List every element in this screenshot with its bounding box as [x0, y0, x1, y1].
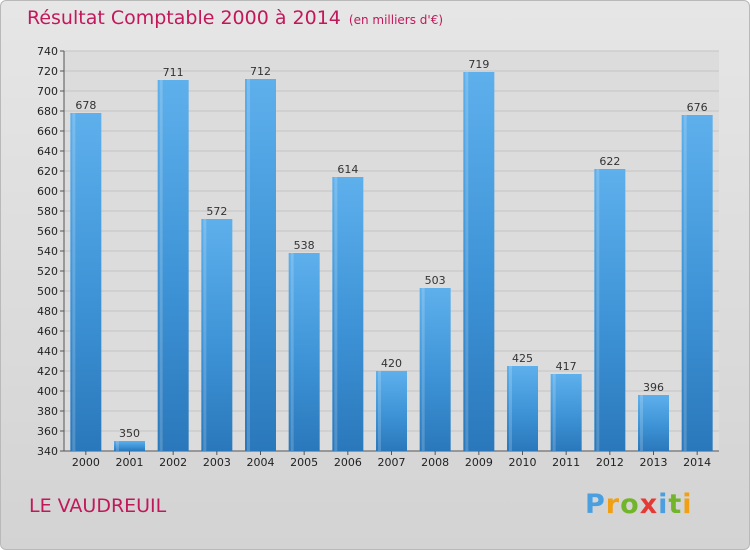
bar-highlight — [465, 72, 469, 451]
value-label-2004: 712 — [250, 65, 271, 78]
y-tick-label: 600 — [37, 185, 58, 198]
x-tick-label-2009: 2009 — [465, 456, 493, 469]
title-text: Résultat Comptable 2000 à 2014 — [27, 7, 341, 29]
value-label-2001: 350 — [119, 427, 140, 440]
y-tick-label: 340 — [37, 445, 58, 458]
x-tick-label-2014: 2014 — [683, 456, 711, 469]
x-tick-label-2002: 2002 — [159, 456, 187, 469]
bar-2009 — [463, 72, 495, 451]
y-tick-label: 480 — [37, 305, 58, 318]
x-tick-label-2013: 2013 — [640, 456, 668, 469]
unit-note: (en milliers d'€) — [348, 13, 444, 27]
bar-2000 — [70, 113, 102, 451]
bar-highlight — [596, 169, 600, 451]
x-tick-label-2006: 2006 — [334, 456, 362, 469]
value-label-2010: 425 — [512, 352, 533, 365]
bar-highlight — [334, 177, 338, 451]
y-tick-label: 360 — [37, 425, 58, 438]
x-tick-label-2005: 2005 — [290, 456, 318, 469]
bar-2004 — [245, 79, 276, 451]
x-tick-label-2004: 2004 — [247, 456, 275, 469]
commune-name: LE VAUDREUIL — [29, 495, 167, 517]
bar-highlight — [378, 371, 381, 451]
bar-2006 — [332, 177, 364, 451]
bar-2008 — [419, 288, 451, 451]
bar-2005 — [288, 253, 320, 451]
x-tick-label-2007: 2007 — [378, 456, 406, 469]
y-tick-label: 660 — [37, 125, 58, 138]
value-label-2005: 538 — [294, 239, 315, 252]
bar-2010 — [507, 366, 538, 451]
value-label-2007: 420 — [381, 357, 402, 370]
y-tick-label: 500 — [37, 285, 58, 298]
logo-letter: o — [620, 489, 640, 520]
y-tick-label: 380 — [37, 405, 58, 418]
x-tick-label-2012: 2012 — [596, 456, 624, 469]
bar-highlight — [421, 288, 425, 451]
bar-2002 — [157, 80, 189, 451]
y-tick-label: 740 — [37, 45, 58, 58]
y-tick-label: 640 — [37, 145, 58, 158]
bar-highlight — [290, 253, 294, 451]
y-tick-label: 560 — [37, 225, 58, 238]
bar-highlight — [247, 79, 250, 451]
logo-letter: t — [668, 489, 683, 520]
bar-2003 — [201, 219, 233, 451]
y-tick-label: 620 — [37, 165, 58, 178]
logo-letter: i — [682, 489, 693, 520]
bar-2011 — [550, 374, 582, 451]
y-tick-label: 420 — [37, 365, 58, 378]
bar-highlight — [72, 113, 76, 451]
x-tick-label-2008: 2008 — [421, 456, 449, 469]
bar-2013 — [638, 395, 669, 451]
value-label-2014: 676 — [687, 101, 708, 114]
bars — [70, 72, 713, 451]
y-tick-label: 460 — [37, 325, 58, 338]
bar-highlight — [203, 219, 207, 451]
logo-letter: P — [585, 489, 606, 520]
y-tick-label: 540 — [37, 245, 58, 258]
bar-highlight — [683, 115, 687, 451]
x-tick-label-2011: 2011 — [552, 456, 580, 469]
y-tick-label: 440 — [37, 345, 58, 358]
value-label-2009: 719 — [468, 58, 489, 71]
value-label-2013: 396 — [643, 381, 664, 394]
bar-highlight — [509, 366, 512, 451]
labels: 340 360 380 400 420 440 460 480 500 520 540 560 580 6… — [37, 45, 711, 469]
x-tick-label-2010: 2010 — [509, 456, 537, 469]
value-label-2002: 711 — [163, 66, 184, 79]
y-tick-label: 400 — [37, 385, 58, 398]
bar-2007 — [376, 371, 407, 451]
bar-highlight — [116, 441, 119, 451]
bar-highlight — [640, 395, 643, 451]
y-tick-label: 520 — [37, 265, 58, 278]
bar-highlight — [552, 374, 556, 451]
y-tick-label: 700 — [37, 85, 58, 98]
x-tick-label-2000: 2000 — [72, 456, 100, 469]
logo-letter: r — [605, 489, 621, 520]
bar-2001 — [114, 441, 145, 451]
chart-title: Résultat Comptable 2000 à 2014 (en millie… — [27, 7, 443, 29]
bar-highlight — [159, 80, 163, 451]
value-label-2008: 503 — [425, 274, 446, 287]
logo-letter: x — [639, 489, 659, 520]
x-tick-label-2001: 2001 — [116, 456, 144, 469]
y-tick-label: 580 — [37, 205, 58, 218]
bar-2012 — [594, 169, 626, 451]
value-label-2000: 678 — [75, 99, 96, 112]
logo-letter: i — [658, 489, 669, 520]
value-label-2011: 417 — [556, 360, 577, 373]
value-label-2012: 622 — [599, 155, 620, 168]
x-tick-label-2003: 2003 — [203, 456, 231, 469]
y-tick-label: 720 — [37, 65, 58, 78]
y-tick-label: 680 — [37, 105, 58, 118]
value-label-2003: 572 — [206, 205, 227, 218]
value-label-2006: 614 — [337, 163, 358, 176]
proxiti-logo: Proxiti — [585, 489, 693, 520]
bar-2014 — [681, 115, 713, 451]
